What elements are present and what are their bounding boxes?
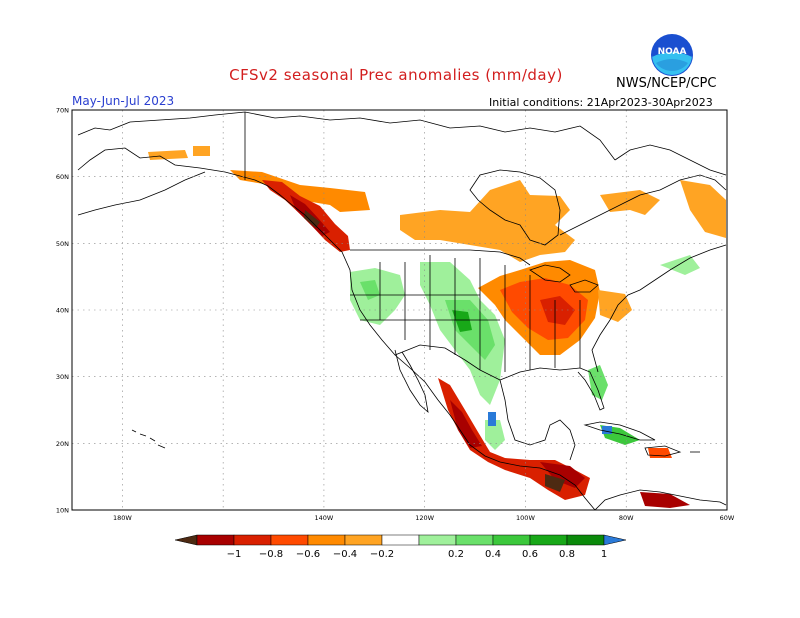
anomaly-patch-quebec — [600, 190, 660, 215]
lon-label: 80W — [619, 514, 634, 522]
lat-label: 10N — [56, 507, 69, 515]
anomaly-patch-newfoundland — [660, 255, 700, 275]
colorbar-label: −0.2 — [370, 549, 394, 560]
anomaly-patch-gulf — [485, 420, 505, 450]
anomaly-patch-mexico-strong — [450, 400, 482, 448]
anomaly-patch-hispaniola — [648, 448, 672, 458]
anomaly-patch-cuba-strong — [602, 426, 612, 434]
anomaly-patch-central-america-strong — [540, 462, 585, 488]
map-frame — [71, 109, 728, 511]
colorbar-label: 0.8 — [559, 549, 575, 560]
colorbar-swatch — [307, 534, 346, 546]
colorbar-label: −0.8 — [259, 549, 283, 560]
colorbar-swatch — [381, 534, 420, 546]
lat-label: 20N — [56, 440, 69, 448]
agency-label: NWS/NCEP/CPC — [616, 76, 717, 91]
noaa-logo-icon: NOAA — [650, 33, 694, 77]
anomaly-patch-east-coast — [598, 290, 632, 322]
latitude-labels: 70N 60N 50N 40N 30N 20N 10N — [56, 107, 69, 515]
lat-label: 30N — [56, 373, 69, 381]
chart-title: CFSv2 seasonal Prec anomalies (mm/day) — [229, 66, 563, 84]
colorbar-swatch — [418, 534, 457, 546]
colorbar-label: −0.6 — [296, 549, 320, 560]
colorbar: −1 −0.8 −0.6 −0.4 −0.2 0.2 0.4 0.6 0.8 1 — [174, 534, 627, 560]
colorbar-swatch — [566, 534, 605, 546]
map-plot-area — [71, 109, 728, 511]
anomaly-patch-central-america-extreme — [545, 474, 565, 492]
anomaly-patch-plains-strong — [452, 310, 472, 332]
colorbar-swatch — [492, 534, 531, 546]
anomaly-patch-gulf-strong — [488, 412, 496, 426]
lat-label: 50N — [56, 240, 69, 248]
lat-label: 60N — [56, 173, 69, 181]
colorbar-swatch — [233, 534, 272, 546]
anomaly-patch-central-canada — [400, 180, 575, 262]
colorbar-extend-low — [174, 534, 198, 546]
anomaly-patch-alaska-north-2 — [193, 146, 210, 156]
anomaly-patch-labrador — [680, 180, 726, 238]
colorbar-label: 0.2 — [448, 549, 464, 560]
lon-label: 60W — [720, 514, 735, 522]
coastlines — [77, 111, 727, 511]
anomaly-patch-venezuela — [640, 492, 690, 508]
colorbar-swatch — [344, 534, 383, 546]
anomaly-shading — [148, 146, 726, 508]
lat-label: 70N — [56, 107, 69, 115]
longitude-labels: 180W 140W 120W 100W 80W 60W — [113, 514, 735, 522]
map-gridlines — [72, 110, 727, 510]
anomaly-patch-bc-coast-extreme — [304, 210, 320, 228]
colorbar-swatch — [270, 534, 309, 546]
lon-label: 180W — [113, 514, 132, 522]
logo-text: NOAA — [658, 47, 687, 57]
colorbar-label: 0.6 — [522, 549, 538, 560]
lon-label: 100W — [516, 514, 535, 522]
initial-conditions-label: Initial conditions: 21Apr2023-30Apr2023 — [489, 96, 713, 109]
anomaly-patch-alaska-north — [148, 150, 188, 160]
colorbar-swatch — [529, 534, 568, 546]
colorbar-label: 1 — [601, 549, 607, 560]
colorbar-label: −1 — [227, 549, 242, 560]
colorbar-swatch — [196, 534, 235, 546]
colorbar-label: 0.4 — [485, 549, 501, 560]
lat-label: 40N — [56, 307, 69, 315]
lon-label: 120W — [415, 514, 434, 522]
colorbar-label: −0.4 — [333, 549, 357, 560]
colorbar-swatch — [455, 534, 494, 546]
lon-label: 140W — [315, 514, 334, 522]
colorbar-extend-high — [603, 534, 627, 546]
anomaly-patch-florida — [588, 365, 608, 400]
season-label: May-Jun-Jul 2023 — [72, 94, 175, 108]
anomaly-patch-midwest-core — [540, 296, 575, 325]
